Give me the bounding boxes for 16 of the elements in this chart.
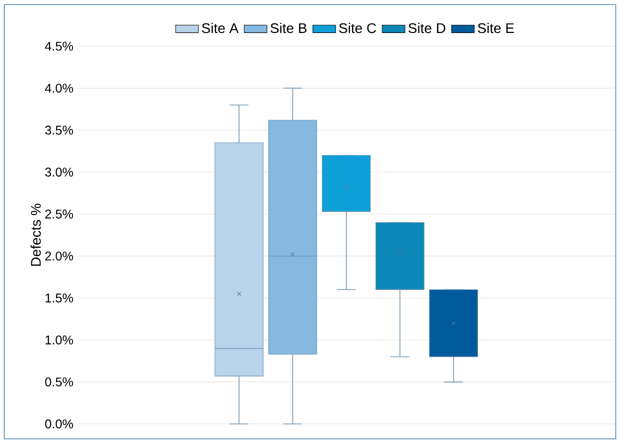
- y-axis-title: Defects %: [30, 204, 41, 266]
- y-tick-label: 1.0%: [46, 335, 74, 344]
- y-tick-label: 4.5%: [44, 42, 74, 51]
- y-tick-label: 4.0%: [44, 84, 74, 93]
- y-tick-label: 0.0%: [45, 419, 74, 428]
- y-tick-label: 2.0%: [45, 251, 74, 260]
- legend-label: Site E: [478, 22, 514, 34]
- y-tick-label: 2.5%: [45, 210, 74, 218]
- legend-label: Site C: [339, 22, 376, 34]
- legend-label: Site A: [202, 22, 239, 34]
- y-tick-label: 3.0%: [45, 168, 74, 177]
- y-tick-label: 0.5%: [45, 377, 74, 386]
- legend-label: Site B: [270, 22, 306, 34]
- y-tick-label: 1.5%: [46, 293, 74, 302]
- y-tick-label: 3.5%: [45, 126, 74, 135]
- legend-label: Site D: [408, 22, 446, 34]
